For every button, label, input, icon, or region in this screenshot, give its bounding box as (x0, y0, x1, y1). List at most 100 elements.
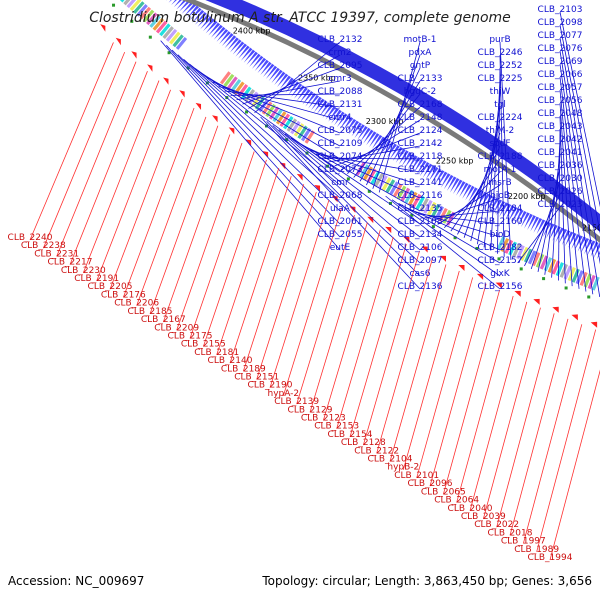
leader-line (499, 41, 512, 260)
rna-mark (148, 35, 152, 39)
forward-gene-arrow (468, 187, 478, 202)
cog-band (230, 78, 242, 93)
forward-gene-arrow (593, 242, 600, 259)
gene-label: ulaA (330, 204, 351, 214)
leader-line (309, 149, 421, 186)
cog-band (438, 207, 448, 222)
cog-band (162, 26, 174, 39)
rna-mark (167, 51, 171, 55)
cog-band (139, 6, 152, 20)
gene-label: CLB_2101 (394, 471, 439, 481)
cog-band (219, 71, 231, 85)
gene-label: CLB_2156 (478, 282, 523, 292)
genome-backbone (181, 0, 600, 244)
forward-gene-arrow (502, 203, 512, 219)
gene-label: CLB_2188 (478, 152, 523, 162)
forward-gene-arrow (369, 133, 380, 148)
leader-line (166, 45, 341, 238)
forward-gene-arrow (492, 199, 503, 215)
leader-line (509, 318, 569, 536)
gene-label: CLB_2056 (538, 96, 583, 106)
gene-label: motB-1 (404, 35, 437, 45)
forward-gene-arrow (186, 5, 199, 19)
gene-label: CLB_2182 (478, 243, 523, 253)
leader-line (296, 215, 355, 405)
forward-gene-arrow (342, 117, 354, 131)
gene-label: CLB_2055 (318, 230, 363, 240)
forward-gene-arrow (279, 75, 291, 89)
forward-gene-arrow (260, 61, 272, 76)
gene-label: CLB_2074 (318, 152, 363, 162)
cog-band (389, 181, 399, 196)
leader-line (559, 37, 600, 265)
reverse-gene-arrow (296, 173, 303, 181)
cog-band (132, 1, 145, 14)
forward-gene-arrow (392, 146, 403, 162)
cog-band (523, 248, 533, 263)
leader-line (229, 176, 292, 364)
forward-gene-arrow (462, 184, 472, 199)
cog-band (427, 201, 437, 216)
leader-line (559, 63, 594, 295)
forward-gene-arrow (184, 3, 197, 17)
leader-line (242, 184, 305, 372)
leader-line (256, 192, 317, 380)
gene-label: CLB_2106 (398, 243, 443, 253)
forward-gene-arrow (348, 120, 360, 135)
gene-label: CLB_2104 (368, 455, 413, 465)
gene-label: CLB_2217 (48, 258, 93, 268)
reverse-gene-arrow (179, 90, 185, 98)
leader-line (398, 203, 501, 264)
forward-gene-arrow (505, 205, 515, 220)
forward-gene-arrow (389, 145, 400, 160)
forward-gene-arrow (194, 12, 207, 25)
gene-label: glxK (490, 269, 511, 279)
reverse-gene-arrow (421, 246, 428, 253)
forward-gene-arrow (230, 39, 242, 53)
cog-band (149, 15, 161, 28)
cog-band (223, 73, 235, 87)
forward-gene-arrow (372, 134, 383, 149)
gene-label: CLB_2240 (8, 233, 53, 243)
cog-band (129, 0, 142, 12)
kbp-tick-label: 2250 kbp (436, 156, 474, 165)
forward-gene-arrow (257, 59, 269, 73)
gene-label: cas6 (410, 269, 431, 279)
cog-band (359, 164, 370, 178)
gene-label: CLB_2098 (538, 18, 583, 28)
leader-line (517, 206, 561, 264)
forward-gene-arrow (240, 47, 253, 61)
forward-gene-arrow (268, 67, 280, 82)
forward-gene-arrow (254, 57, 267, 71)
cog-band (563, 265, 572, 280)
cog-band (430, 203, 441, 218)
gene-label: CLB_2246 (478, 48, 523, 58)
forward-gene-arrow (208, 22, 221, 36)
cog-band (551, 260, 561, 275)
cog-band (404, 189, 414, 204)
cog-band (172, 34, 184, 48)
forward-gene-arrow (416, 160, 427, 175)
leader-line (189, 63, 341, 186)
leader-line (56, 61, 137, 257)
reverse-gene-arrow (458, 264, 465, 272)
forward-gene-arrow (265, 65, 278, 80)
leader-line (309, 222, 368, 413)
cog-band (155, 20, 168, 34)
forward-gene-arrow (251, 55, 264, 69)
gene-label: CLB_2176 (101, 290, 146, 300)
gene-label: CLB_2065 (421, 487, 466, 497)
leader-line (303, 145, 421, 199)
cog-band (226, 76, 238, 90)
gene-label: CLB_2026 (538, 187, 583, 197)
gene-label: CLB_2155 (181, 340, 226, 350)
rna-mark (564, 286, 568, 290)
reverse-gene-arrow (533, 298, 540, 305)
gene-label: CLB_2191 (74, 274, 119, 284)
forward-gene-arrow (527, 215, 536, 230)
leader-line (278, 129, 421, 251)
rna-mark (186, 66, 190, 70)
gene-label: CLB_2042 (538, 135, 583, 145)
gene-label: CLB_2171 (398, 165, 443, 175)
cog-band (159, 23, 171, 37)
